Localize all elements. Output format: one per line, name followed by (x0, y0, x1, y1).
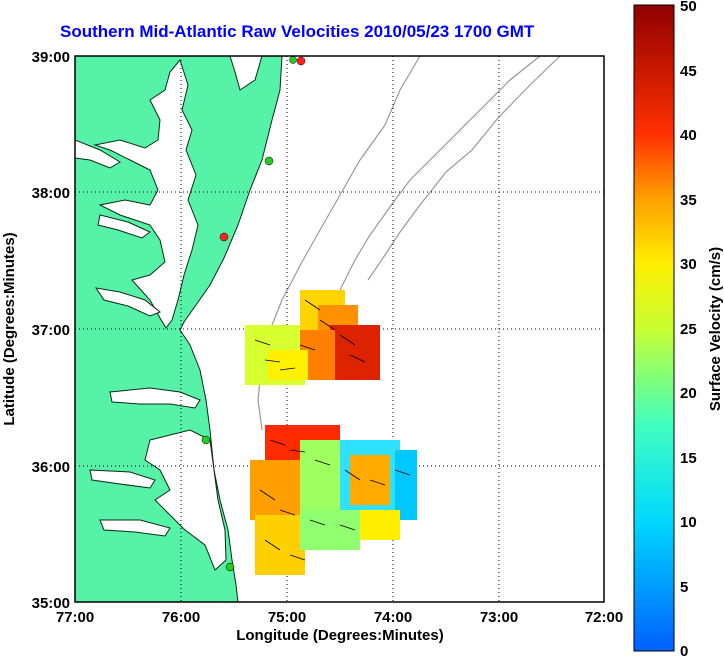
velocity-field-north (245, 290, 380, 385)
colorbar-tick: 10 (680, 514, 697, 531)
x-tick-label: 75:00 (268, 609, 306, 626)
colorbar-label: Surface Velocity (cm/s) (707, 247, 724, 411)
colorbar-tick: 35 (680, 192, 697, 209)
station-marker-red (296, 56, 306, 66)
x-tick-label: 77:00 (56, 609, 94, 626)
colorbar-tick: 15 (680, 450, 697, 467)
station-marker-green (264, 156, 274, 166)
delaware-bay (229, 56, 263, 91)
plot-frame (74, 55, 605, 603)
colorbar-tick: 45 (680, 63, 697, 80)
colorbar: 50 45 40 35 30 25 20 15 10 5 0 Surface V… (633, 0, 724, 659)
x-axis: 77:00 76:00 75:00 74:00 73:00 72:00 Long… (56, 609, 623, 644)
y-axis: 39:00 38:00 37:00 36:00 35:00 Latitude (… (1, 49, 70, 612)
colorbar-tick: 40 (680, 127, 697, 144)
albemarle-sound (109, 387, 201, 409)
bathymetry-contour-slope (339, 56, 541, 291)
station-marker-red (219, 232, 229, 242)
x-tick-label: 73:00 (480, 609, 518, 626)
y-tick-label: 38:00 (32, 185, 70, 202)
james-river (94, 287, 161, 317)
y-tick-label: 35:00 (32, 595, 70, 612)
colorbar-tick: 50 (680, 0, 697, 15)
pamlico-river (89, 469, 156, 489)
potomac-river (75, 139, 121, 169)
y-tick-label: 36:00 (32, 459, 70, 476)
velocity-field-south (250, 425, 417, 575)
colorbar-tick: 30 (680, 256, 697, 273)
x-axis-label: Longitude (Degrees:Minutes) (236, 627, 444, 644)
x-tick-label: 76:00 (162, 609, 200, 626)
station-marker-green (225, 562, 235, 572)
chesapeake-bay (93, 58, 199, 329)
colorbar-tick: 25 (680, 321, 697, 338)
y-tick-label: 39:00 (32, 49, 70, 66)
map-plot-area (74, 55, 605, 603)
colorbar-tick: 20 (680, 385, 697, 402)
velocity-arrows (254, 299, 411, 561)
map-title: Southern Mid-Atlantic Raw Velocities 201… (60, 22, 535, 41)
x-tick-label: 72:00 (585, 609, 623, 626)
y-tick-label: 37:00 (32, 322, 70, 339)
bathymetry-contour-deep (367, 56, 561, 281)
x-tick-label: 74:00 (374, 609, 412, 626)
colorbar-gradient (633, 4, 675, 652)
station-marker-green (201, 435, 211, 445)
colorbar-tick: 5 (680, 579, 688, 596)
colorbar-tick: 0 (680, 643, 688, 659)
neuse-river (99, 519, 171, 537)
rappahannock-river (97, 214, 151, 239)
pamlico-sound (144, 429, 227, 571)
station-marker-green (289, 56, 297, 64)
y-axis-label: Latitude (Degrees:Minutes) (1, 232, 18, 425)
